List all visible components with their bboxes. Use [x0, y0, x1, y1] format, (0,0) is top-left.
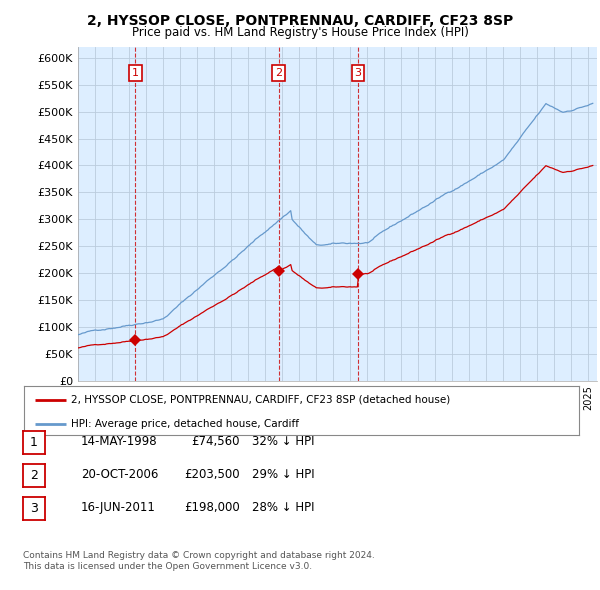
Text: 2: 2 [275, 68, 283, 78]
Text: 20-OCT-2006: 20-OCT-2006 [81, 468, 158, 481]
Text: £74,560: £74,560 [191, 435, 240, 448]
Text: 3: 3 [30, 502, 38, 515]
Text: 2, HYSSOP CLOSE, PONTPRENNAU, CARDIFF, CF23 8SP (detached house): 2, HYSSOP CLOSE, PONTPRENNAU, CARDIFF, C… [71, 395, 451, 405]
Text: HPI: Average price, detached house, Cardiff: HPI: Average price, detached house, Card… [71, 419, 299, 429]
Text: 2, HYSSOP CLOSE, PONTPRENNAU, CARDIFF, CF23 8SP: 2, HYSSOP CLOSE, PONTPRENNAU, CARDIFF, C… [87, 14, 513, 28]
Text: Contains HM Land Registry data © Crown copyright and database right 2024.: Contains HM Land Registry data © Crown c… [23, 551, 374, 560]
Text: 1: 1 [132, 68, 139, 78]
Text: 14-MAY-1998: 14-MAY-1998 [81, 435, 158, 448]
Text: £198,000: £198,000 [184, 501, 240, 514]
Text: 16-JUN-2011: 16-JUN-2011 [81, 501, 156, 514]
Text: 3: 3 [355, 68, 362, 78]
Text: This data is licensed under the Open Government Licence v3.0.: This data is licensed under the Open Gov… [23, 562, 312, 571]
Text: £203,500: £203,500 [184, 468, 240, 481]
Text: 29% ↓ HPI: 29% ↓ HPI [252, 468, 314, 481]
Text: 28% ↓ HPI: 28% ↓ HPI [252, 501, 314, 514]
Text: Price paid vs. HM Land Registry's House Price Index (HPI): Price paid vs. HM Land Registry's House … [131, 26, 469, 39]
Text: 32% ↓ HPI: 32% ↓ HPI [252, 435, 314, 448]
Text: 2: 2 [30, 469, 38, 482]
Text: 1: 1 [30, 436, 38, 449]
